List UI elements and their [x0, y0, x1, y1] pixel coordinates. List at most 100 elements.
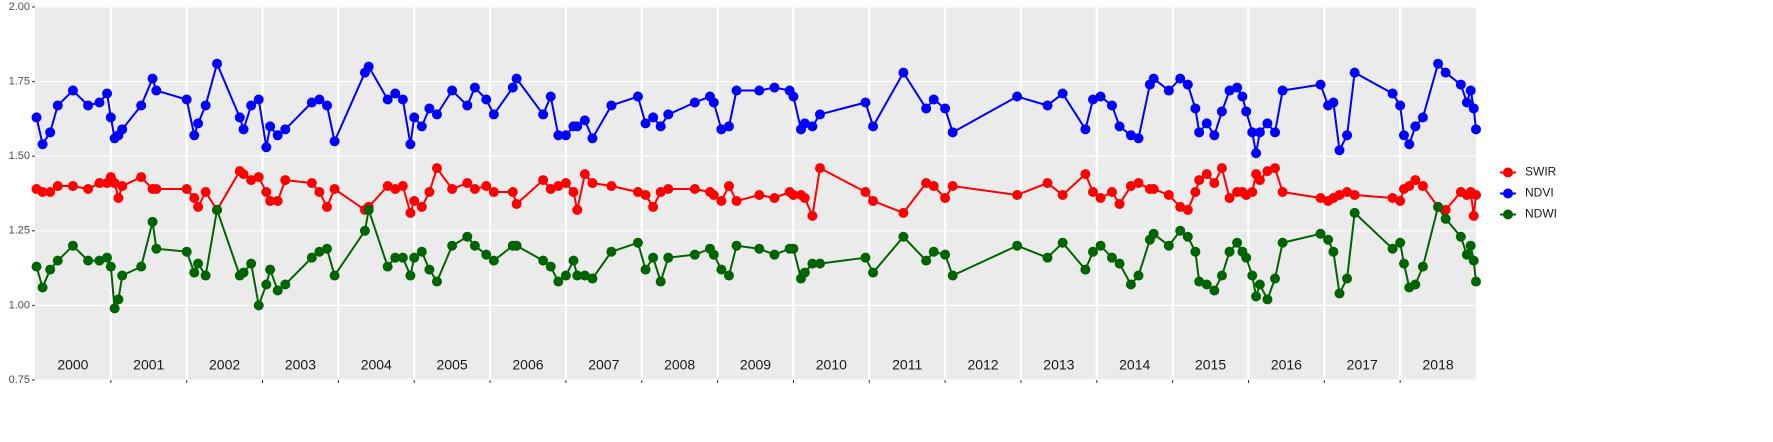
- data-point: [1087, 187, 1098, 198]
- labels: 0.75 1.00 1.25 1.50 1.75 2.00 2000 2001 2002 2003…: [9, 1, 1454, 386]
- data-point: [860, 97, 871, 108]
- data-point: [52, 181, 63, 192]
- data-point: [83, 184, 94, 195]
- data-point: [189, 192, 200, 203]
- data-point: [94, 178, 105, 189]
- data-point: [397, 252, 408, 263]
- data-point: [648, 201, 659, 212]
- data-point: [799, 267, 810, 278]
- data-point: [579, 270, 590, 281]
- data-point: [397, 94, 408, 105]
- data-point: [1247, 127, 1258, 138]
- data-point: [431, 109, 442, 120]
- data-point: [151, 184, 162, 195]
- data-point: [1224, 192, 1235, 203]
- data-point: [640, 118, 651, 129]
- data-point: [1175, 73, 1186, 84]
- data-point: [363, 204, 374, 215]
- data-point: [731, 85, 742, 96]
- data-point: [1328, 97, 1339, 108]
- data-point: [947, 181, 958, 192]
- data-point: [193, 201, 204, 212]
- data-point: [181, 94, 192, 105]
- data-point: [481, 249, 492, 260]
- data-point: [716, 195, 727, 206]
- data-point: [102, 88, 113, 99]
- data-point: [447, 184, 458, 195]
- data-point: [1182, 231, 1193, 242]
- data-point: [648, 112, 659, 123]
- data-point: [416, 246, 427, 257]
- data-point: [769, 82, 780, 93]
- data-point: [1433, 201, 1444, 212]
- data-point: [314, 187, 325, 198]
- data-point: [587, 273, 598, 284]
- data-point: [1216, 270, 1227, 281]
- data-point: [117, 181, 128, 192]
- data-point: [708, 249, 719, 260]
- data-point: [807, 258, 818, 269]
- data-point: [655, 187, 666, 198]
- data-point: [731, 195, 742, 206]
- data-point: [83, 255, 94, 266]
- data-point: [632, 237, 643, 248]
- data-point: [280, 279, 291, 290]
- data-point: [572, 121, 583, 132]
- data-point: [1163, 85, 1174, 96]
- data-point: [200, 100, 211, 111]
- data-point: [1349, 67, 1360, 78]
- data-point: [928, 246, 939, 257]
- data-point: [1106, 187, 1117, 198]
- data-point: [689, 184, 700, 195]
- data-point: [921, 103, 932, 114]
- data-point: [545, 184, 556, 195]
- data-point: [947, 127, 958, 138]
- data-point: [1277, 85, 1288, 96]
- data-point: [868, 121, 879, 132]
- data-point: [481, 181, 492, 192]
- data-point: [488, 109, 499, 120]
- data-point: [261, 187, 272, 198]
- data-point: [1012, 91, 1023, 102]
- data-point: [1163, 189, 1174, 200]
- data-point: [1254, 175, 1265, 186]
- data-point: [272, 285, 283, 296]
- year-label: 2003: [285, 357, 316, 373]
- data-point: [1342, 273, 1353, 284]
- data-point: [151, 85, 162, 96]
- data-point: [1465, 240, 1476, 251]
- data-point: [405, 207, 416, 218]
- data-point: [1277, 187, 1288, 198]
- data-point: [1262, 166, 1273, 177]
- data-point: [640, 264, 651, 275]
- data-point: [462, 231, 473, 242]
- data-point: [940, 192, 951, 203]
- data-point: [405, 139, 416, 150]
- data-point: [655, 121, 666, 132]
- data-point: [1247, 187, 1258, 198]
- data-point: [511, 73, 522, 84]
- data-point: [538, 175, 549, 186]
- year-label: 2001: [133, 357, 164, 373]
- legend-label: NDVI: [1525, 186, 1554, 200]
- data-point: [754, 189, 765, 200]
- data-point: [1241, 252, 1252, 263]
- year-label: 2011: [892, 357, 922, 373]
- data-point: [788, 91, 799, 102]
- data-point: [189, 267, 200, 278]
- data-point: [1270, 273, 1281, 284]
- data-point: [1277, 237, 1288, 248]
- data-point: [1114, 121, 1125, 132]
- data-point: [1387, 88, 1398, 99]
- data-point: [587, 133, 598, 144]
- data-point: [1232, 237, 1243, 248]
- data-point: [572, 270, 583, 281]
- data-point: [716, 264, 727, 275]
- data-point: [1334, 145, 1345, 156]
- data-point: [306, 178, 317, 189]
- data-point: [136, 172, 147, 183]
- data-point: [648, 252, 659, 263]
- y-tick-label: 1.75: [9, 76, 30, 88]
- data-point: [1182, 204, 1193, 215]
